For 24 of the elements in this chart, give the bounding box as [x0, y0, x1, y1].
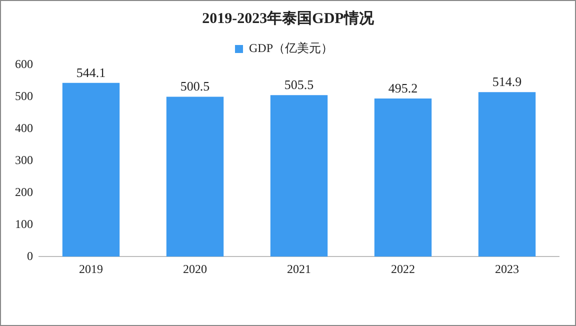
x-tick-label: 2019 — [79, 262, 103, 276]
x-tick-label: 2021 — [287, 262, 311, 276]
x-tick-label: 2022 — [391, 262, 415, 276]
bar — [62, 82, 120, 257]
y-tick-label: 0 — [27, 248, 33, 263]
legend-label: GDP（亿美元） — [248, 41, 334, 56]
bar — [166, 96, 224, 257]
bar — [374, 98, 432, 257]
data-label: 514.9 — [492, 74, 522, 90]
data-label: 544.1 — [76, 64, 106, 80]
y-tick-label: 500 — [15, 89, 33, 104]
chart-title: 2019-2023年泰国GDP情况 — [201, 9, 375, 28]
data-label: 495.2 — [388, 80, 418, 96]
x-tick-label: 2020 — [183, 262, 207, 276]
y-tick-label: 400 — [15, 121, 33, 136]
data-label: 500.5 — [180, 78, 210, 94]
y-tick-label: 600 — [15, 57, 33, 72]
y-tick-label: 300 — [15, 152, 33, 167]
x-tick-label: 2023 — [495, 262, 519, 276]
bar — [478, 92, 536, 257]
bar — [270, 95, 328, 257]
data-label: 505.5 — [284, 77, 314, 92]
y-tick-label: 200 — [15, 184, 33, 199]
y-tick-label: 100 — [15, 216, 33, 231]
